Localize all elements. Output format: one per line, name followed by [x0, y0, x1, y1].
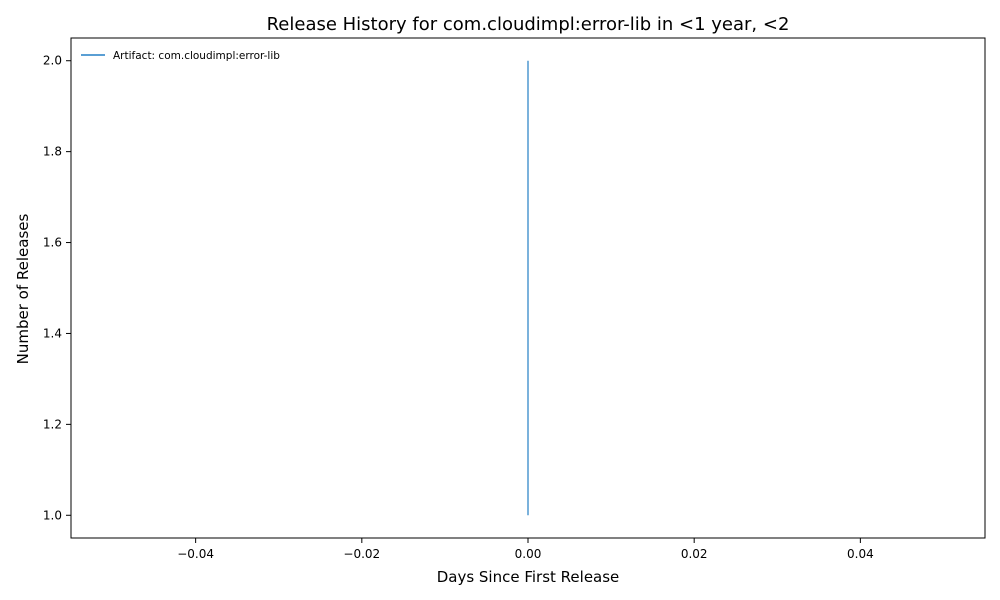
y-tick-label: 1.2	[43, 417, 62, 431]
legend-label: Artifact: com.cloudimpl:error-lib	[113, 50, 280, 62]
y-tick-label: 2.0	[43, 54, 62, 68]
x-tick-label: −0.02	[343, 547, 380, 561]
y-tick-label: 1.6	[43, 236, 62, 250]
legend: Artifact: com.cloudimpl:error-lib	[81, 50, 280, 62]
x-tick-label: −0.04	[177, 547, 214, 561]
y-axis-ticks: 1.0 1.2 1.4 1.6 1.8 2.0	[43, 54, 71, 522]
y-tick-label: 1.4	[43, 326, 62, 340]
y-tick-label: 1.8	[43, 145, 62, 159]
x-axis-ticks: −0.04 −0.02 0.00 0.02 0.04	[177, 538, 874, 561]
x-axis-label: Days Since First Release	[437, 568, 620, 586]
x-tick-label: 0.02	[681, 547, 708, 561]
x-tick-label: 0.04	[847, 547, 874, 561]
y-tick-label: 1.0	[43, 508, 62, 522]
chart-title: Release History for com.cloudimpl:error-…	[267, 14, 790, 35]
y-axis-label: Number of Releases	[14, 213, 32, 364]
x-tick-label: 0.00	[515, 547, 542, 561]
